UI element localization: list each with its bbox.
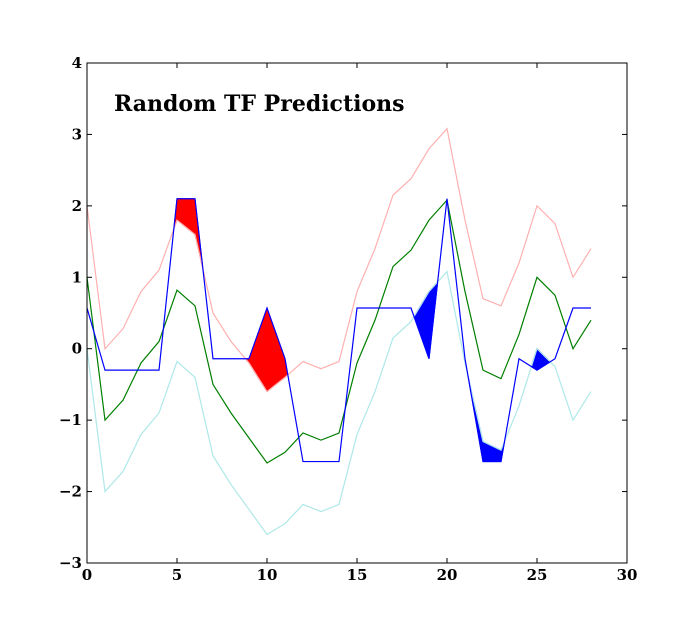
- x-tick-label: 5: [172, 566, 182, 584]
- series-line-lower-band: [86, 270, 592, 536]
- x-tick-label: 0: [82, 566, 92, 584]
- series-line-actual: [86, 198, 591, 463]
- x-tick-label: 15: [347, 566, 368, 584]
- y-tick-label: 1: [72, 268, 82, 286]
- series-line-upper-band: [86, 127, 592, 393]
- y-tick-label: 4: [72, 54, 82, 72]
- x-tick-label: 30: [617, 566, 638, 584]
- y-tick-label: −3: [59, 554, 82, 572]
- y-tick-label: 3: [72, 125, 82, 143]
- x-tick-label: 10: [257, 566, 278, 584]
- y-tick-label: −1: [59, 411, 82, 429]
- series-line-mean-prediction: [86, 198, 592, 464]
- y-tick-label: 2: [72, 197, 82, 215]
- y-tick-label: 0: [72, 340, 82, 358]
- axis-ticks: 0 5 10 15 20 25 30 −3 −2 −1 0 1 2 3 4: [59, 54, 637, 584]
- x-tick-label: 20: [437, 566, 458, 584]
- series-lines: [86, 127, 592, 536]
- y-tick-label: −2: [59, 483, 82, 501]
- chart-title: Random TF Predictions: [114, 91, 405, 117]
- x-tick-label: 25: [527, 566, 548, 584]
